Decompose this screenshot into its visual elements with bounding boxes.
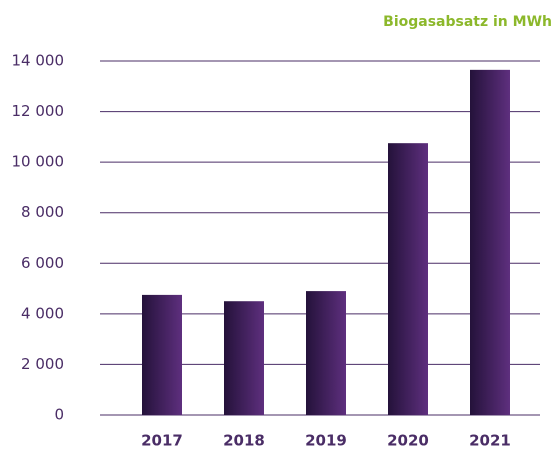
bar xyxy=(224,301,264,415)
y-tick-label: 10 000 xyxy=(12,153,65,171)
x-tick-label: 2021 xyxy=(469,432,511,450)
x-tick-label: 2020 xyxy=(387,432,429,450)
y-tick-label: 2 000 xyxy=(21,355,64,373)
y-tick-label: 0 xyxy=(54,406,64,424)
bar xyxy=(142,294,182,415)
y-tick-label: 12 000 xyxy=(12,102,65,120)
bar xyxy=(470,69,510,415)
y-tick-label: 6 000 xyxy=(21,254,64,272)
y-tick-label: 8 000 xyxy=(21,203,64,221)
y-tick-label: 4 000 xyxy=(21,304,64,322)
chart-title: Biogasabsatz in MWh xyxy=(383,14,552,30)
x-tick-label: 2017 xyxy=(141,432,183,450)
x-tick-label: 2019 xyxy=(305,432,347,450)
bar xyxy=(388,143,428,415)
x-tick-label: 2018 xyxy=(223,432,265,450)
y-tick-label: 14 000 xyxy=(12,52,65,70)
bar xyxy=(306,291,346,415)
